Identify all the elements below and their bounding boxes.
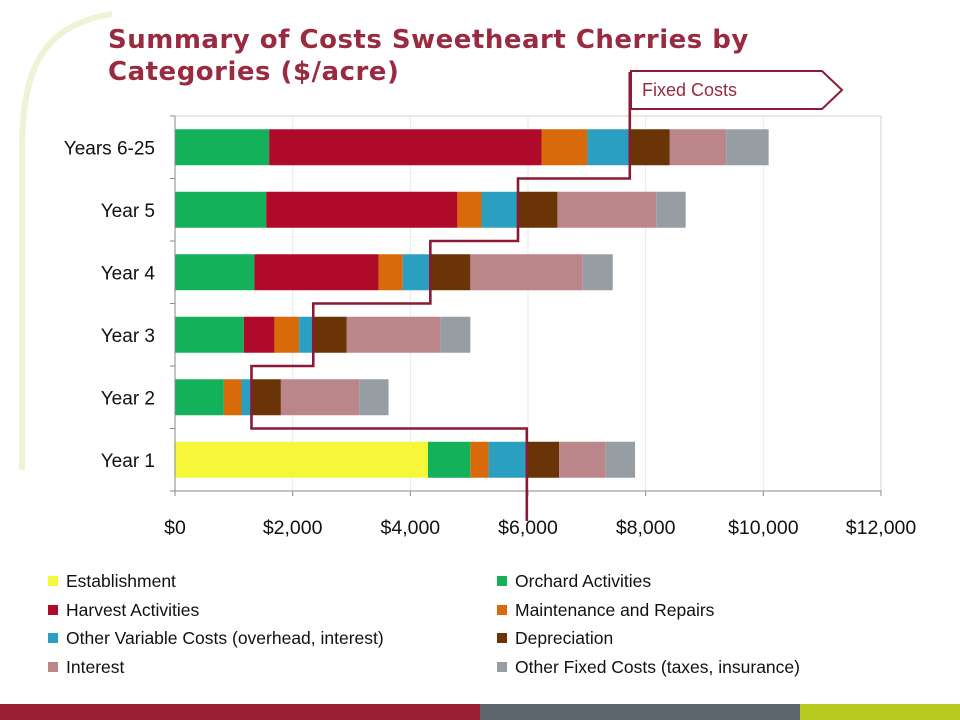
legend-item: Maintenance and Repairs (497, 598, 714, 622)
x-tick-label: $2,000 (263, 517, 323, 539)
bar-segment (274, 316, 300, 353)
bar-segment (359, 379, 389, 416)
legend-item: Interest (48, 655, 124, 679)
bar-segment (175, 129, 270, 166)
x-tick-labels: $0 $2,000 $4,000 $6,000 $8,000 $10,000 $12,000 (164, 517, 916, 539)
x-tick-label: $10,000 (728, 517, 799, 539)
bar-segment (470, 441, 489, 478)
bar-segment (481, 191, 518, 228)
legend-item: Orchard Activities (497, 569, 651, 593)
bar-segment (427, 441, 471, 478)
legend-label: Establishment (66, 571, 176, 591)
bar-segment (175, 191, 267, 228)
bar-segment (430, 254, 471, 291)
legend-item: Establishment (48, 569, 176, 593)
legend-label: Maintenance and Repairs (515, 599, 715, 620)
legend-item: Depreciation (497, 626, 613, 650)
bar-segment (313, 316, 347, 353)
bar-segment (299, 316, 314, 353)
category-label: Years 6-25 (64, 138, 155, 159)
legend-swatch (497, 576, 507, 586)
bar-segment (266, 191, 458, 228)
legend-item: Harvest Activities (48, 598, 199, 622)
legend-label: Other Fixed Costs (taxes, insurance) (515, 656, 800, 677)
category-label: Year 1 (101, 451, 155, 472)
bar-segment (587, 129, 630, 166)
bar-segment (254, 254, 379, 291)
x-tick-label: $6,000 (498, 517, 558, 539)
category-labels: Years 6-25 Year 5 Year 4 Year 3 Year 2 Year 1 (64, 138, 156, 472)
bar-segment (175, 316, 244, 353)
bar-segment (605, 441, 636, 478)
x-tick-label: $12,000 (846, 517, 917, 539)
bar-segment (457, 191, 482, 228)
bar-segment (280, 379, 360, 416)
bar-segment (541, 129, 588, 166)
bar-segment (251, 379, 281, 416)
bar-segment (243, 316, 275, 353)
bar-segment (517, 191, 558, 228)
x-tick-label: $0 (164, 517, 186, 539)
category-label: Year 2 (101, 388, 155, 409)
bar-segment (488, 441, 527, 478)
category-label: Year 3 (101, 326, 155, 347)
bar-segment (470, 254, 583, 291)
fixed-costs-callout-box (630, 70, 844, 110)
legend-swatch (48, 633, 58, 643)
bar-segment (440, 316, 471, 353)
bar-segment (526, 441, 560, 478)
legend-swatch (497, 661, 507, 672)
legend-swatch (497, 633, 507, 643)
bar-segment (402, 254, 431, 291)
legend-swatch (48, 661, 58, 672)
fixed-costs-callout-label: Fixed Costs (642, 80, 737, 100)
x-tick-label: $4,000 (381, 517, 441, 539)
bar-segment (346, 316, 441, 353)
category-label: Year 5 (101, 201, 155, 222)
bar-segment (726, 129, 769, 166)
legend-swatch (48, 604, 58, 615)
footer-bar-middle (480, 704, 800, 720)
legend-label: Harvest Activities (66, 599, 200, 620)
legend-label: Depreciation (515, 628, 614, 648)
bar-segment (269, 129, 542, 166)
bar-segment (241, 379, 252, 416)
footer-bar-left (0, 704, 480, 720)
legend-label: Orchard Activities (515, 571, 652, 591)
bar-segment (378, 254, 403, 291)
bars (175, 129, 769, 478)
chart-title: Summary of Costs Sweetheart Cherries by … (108, 25, 749, 87)
bar-segment (559, 441, 606, 478)
footer-bar-right (800, 704, 960, 720)
legend-item: Other Variable Costs (overhead, interest… (48, 626, 384, 650)
fixed-costs-divider-line (250, 72, 632, 521)
legend-swatch (48, 576, 58, 586)
legend-item: Other Fixed Costs (taxes, insurance) (497, 655, 800, 679)
fixed-costs-callout: Fixed Costs (630, 70, 844, 110)
category-label: Year 4 (101, 263, 156, 284)
bar-segment (629, 129, 670, 166)
chart: Years 6-25 Year 5 Year 4 Year 3 Year 2 Year 1… (64, 70, 916, 539)
legend-swatch (497, 604, 507, 615)
bar-segment (175, 254, 255, 291)
bar-segment (582, 254, 613, 291)
legend-label: Interest (66, 656, 125, 677)
bar-segment (656, 191, 686, 228)
bar-segment (557, 191, 657, 228)
legend-label: Other Variable Costs (overhead, interest… (66, 628, 384, 648)
bar-segment (175, 379, 224, 416)
bar-segment (223, 379, 242, 416)
bar-segment (669, 129, 727, 166)
bar-segment (175, 441, 428, 478)
axes (170, 115, 882, 496)
x-tick-label: $8,000 (616, 517, 676, 539)
